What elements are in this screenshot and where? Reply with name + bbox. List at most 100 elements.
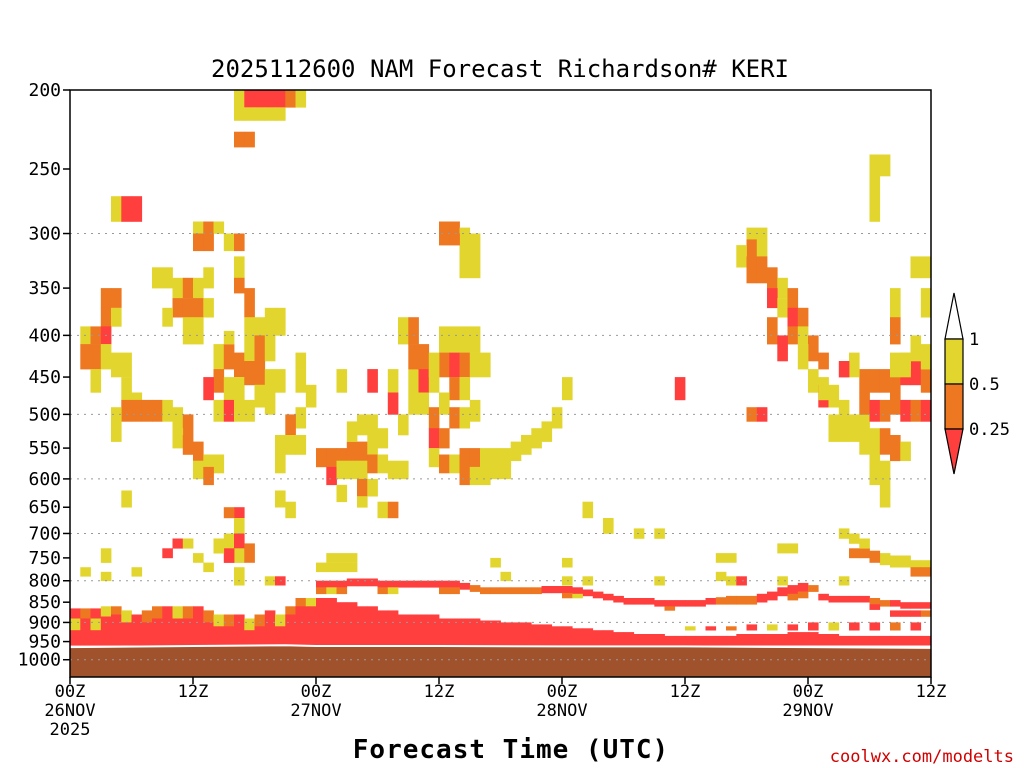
ri-cell — [746, 239, 758, 257]
ri-cell — [172, 428, 184, 449]
ri-cell — [326, 553, 337, 563]
ri-cell-lower — [336, 580, 348, 588]
ri-cell-lower — [182, 618, 194, 646]
ri-cell — [859, 428, 870, 455]
ri-cell — [869, 428, 881, 455]
ri-cell — [254, 90, 266, 108]
ri-cell — [346, 441, 358, 461]
ri-cell — [295, 435, 307, 455]
ri-cell-lower — [767, 634, 778, 646]
ri-cell — [346, 562, 358, 573]
ri-cell — [377, 454, 389, 474]
ri-cell — [193, 277, 204, 299]
ri-cell — [879, 460, 891, 491]
ri-cell-lower — [613, 632, 624, 646]
ri-cell — [336, 484, 348, 503]
ri-cell-lower — [920, 567, 932, 577]
ri-cell-lower — [705, 598, 717, 605]
ri-cell — [90, 326, 102, 345]
x-tick-label: 00Z — [547, 682, 578, 702]
y-tick-label: 400 — [28, 325, 61, 346]
ri-cell-lower — [521, 587, 532, 595]
ri-cell-lower — [531, 587, 542, 595]
ri-cell-lower — [572, 628, 583, 646]
ri-cell — [121, 196, 132, 222]
ri-cell — [910, 256, 922, 279]
credit-text: coolwx.com/modelts — [830, 747, 1014, 767]
plot-frame — [69, 89, 932, 678]
ri-cell — [326, 466, 337, 486]
ri-cell-lower — [664, 600, 676, 607]
ri-cell-lower — [890, 635, 901, 646]
ri-cell-lower — [223, 626, 235, 646]
ri-cell-lower — [346, 578, 358, 587]
ri-cell — [551, 407, 563, 429]
ri-cell-lower — [890, 555, 901, 568]
ri-cell-lower — [418, 614, 430, 646]
ri-cell — [326, 448, 337, 468]
ri-cell-lower — [849, 635, 860, 646]
ri-cell — [367, 435, 378, 455]
ri-cell — [172, 298, 184, 318]
ri-cell — [910, 399, 922, 422]
ri-cell — [264, 307, 276, 336]
ri-cell — [920, 256, 932, 279]
ri-cell-lower — [685, 635, 696, 646]
ri-cell — [357, 496, 368, 508]
ri-cell — [346, 460, 358, 480]
ri-cell-lower — [644, 598, 655, 605]
ri-cell-lower — [510, 587, 522, 595]
ri-cell-lower — [90, 608, 102, 619]
y-tick-label: 800 — [28, 571, 61, 592]
ri-cell-lower — [480, 587, 491, 595]
ri-cell-lower — [162, 618, 173, 646]
ri-cell — [459, 407, 471, 429]
ri-cell-lower — [808, 622, 819, 631]
ri-cell-lower — [674, 600, 686, 607]
ri-cell — [428, 369, 440, 393]
ri-cell-lower — [316, 598, 327, 646]
ri-cell — [121, 377, 132, 401]
ri-cell-lower — [746, 595, 758, 605]
ri-cell — [223, 548, 235, 563]
ri-cell — [193, 298, 204, 318]
ri-cell-lower — [121, 610, 132, 623]
ri-cell — [469, 233, 481, 257]
ri-cell-lower — [787, 624, 799, 631]
ri-cell — [500, 571, 512, 582]
ri-cell — [408, 317, 419, 345]
ri-cell — [203, 466, 214, 486]
ri-cell — [223, 233, 235, 252]
ri-cell-lower — [264, 622, 276, 646]
ri-cell-lower — [295, 606, 307, 646]
ri-cell — [285, 435, 296, 455]
ri-cell-lower — [797, 582, 809, 592]
ri-cell — [264, 576, 276, 586]
ri-cell — [428, 352, 440, 378]
ri-cell-lower — [490, 620, 501, 646]
ri-cell-lower — [254, 626, 266, 646]
ri-cell — [203, 233, 214, 252]
ri-cell-lower — [408, 580, 419, 588]
ri-cell-lower — [603, 593, 614, 601]
y-tick-label: 750 — [28, 548, 61, 569]
ri-cell — [336, 448, 348, 468]
ri-cell — [469, 326, 481, 353]
ri-cell — [890, 369, 901, 393]
ri-cell — [234, 399, 245, 422]
ri-cell — [182, 298, 194, 318]
ri-cell — [357, 441, 368, 461]
ri-cell-lower — [336, 587, 348, 595]
ri-cell — [244, 288, 255, 318]
ri-cell-lower — [715, 597, 727, 605]
ri-cell — [131, 399, 143, 422]
y-tick-label: 500 — [28, 404, 61, 425]
ri-cell — [234, 507, 245, 519]
ri-cell — [736, 245, 747, 268]
ri-cell — [387, 501, 399, 519]
ri-cell — [182, 317, 194, 345]
ri-cell — [910, 361, 922, 386]
ri-cell-lower — [787, 593, 799, 601]
ri-cell-lower — [480, 620, 491, 646]
